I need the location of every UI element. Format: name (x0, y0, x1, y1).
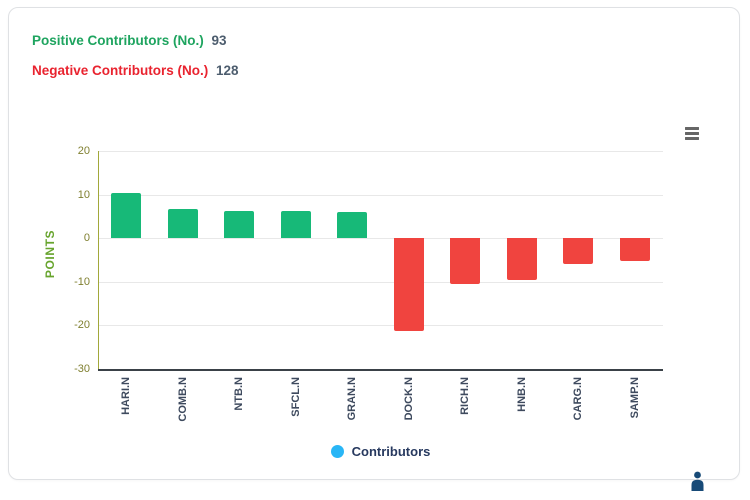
x-axis-label: HARI.N (120, 377, 133, 415)
x-axis-label-box: HARI.N (98, 377, 155, 437)
x-axis-label: SFCL.N (289, 377, 302, 417)
bar-GRAN.N[interactable] (337, 212, 368, 239)
positive-contributors-label: Positive Contributors (No.) (32, 33, 204, 48)
legend-item-contributors[interactable]: Contributors (98, 444, 663, 459)
x-axis-label: NTB.N (233, 377, 246, 411)
y-tick-label: -30 (74, 363, 90, 375)
bar-COMB.N[interactable] (167, 208, 198, 239)
bar-SAMP.N[interactable] (619, 238, 650, 262)
x-axis-label-box: DOCK.N (381, 377, 438, 437)
bar-CARG.N[interactable] (563, 238, 594, 264)
positive-contributors-value: 93 (211, 33, 227, 48)
y-axis-line (98, 151, 99, 370)
bar-NTB.N[interactable] (224, 210, 255, 239)
hamburger-menu-icon[interactable] (681, 123, 703, 143)
gridline (98, 238, 663, 240)
negative-contributors-line: Negative Contributors (No.) 128 (32, 63, 239, 78)
gridline (98, 325, 663, 327)
bar-DOCK.N[interactable] (393, 238, 424, 332)
x-axis-label-box: SFCL.N (268, 377, 325, 437)
x-axis-label: SAMP.N (628, 377, 641, 419)
menu-bar (685, 126, 699, 130)
bar-RICH.N[interactable] (450, 238, 481, 285)
negative-contributors-label: Negative Contributors (No.) (32, 63, 209, 78)
y-tick-label: -10 (74, 275, 90, 288)
legend-label: Contributors (351, 444, 431, 459)
y-tick-label: 0 (83, 232, 90, 245)
y-tick-label: 10 (77, 188, 90, 201)
x-axis-label: RICH.N (459, 377, 472, 415)
x-axis-label-box: HNB.N (494, 377, 551, 437)
negative-contributors-value: 128 (216, 63, 239, 78)
x-axis-label-box: COMB.N (155, 377, 212, 437)
plot-area: 20 10 0 -10 -20 -30 HARI.N COMB.N NTB.N SFCL.N GRA… (74, 145, 663, 422)
gridline (98, 151, 663, 152)
x-axis-label-box: RICH.N (437, 377, 494, 437)
x-axis-label: COMB.N (176, 377, 189, 422)
gridline (98, 281, 663, 283)
chart-card: Positive Contributors (No.) 93 Negative … (8, 7, 740, 480)
bar-HNB.N[interactable] (506, 238, 537, 281)
bar-HARI.N[interactable] (111, 192, 142, 239)
x-axis-label-box: CARG.N (550, 377, 607, 437)
bar-SFCL.N[interactable] (280, 210, 311, 239)
x-axis-label-box: NTB.N (211, 377, 268, 437)
menu-bar (685, 136, 699, 140)
x-axis-line (98, 369, 663, 371)
x-axis-label: HNB.N (515, 377, 528, 412)
x-axis-label: GRAN.N (346, 377, 359, 421)
x-axis-label: DOCK.N (402, 377, 415, 421)
x-axis-label: CARG.N (572, 377, 585, 421)
x-axis-label-box: GRAN.N (324, 377, 381, 437)
y-tick-label: -20 (74, 319, 90, 332)
legend-dot-icon (330, 445, 344, 458)
y-axis-title: POINTS (43, 229, 57, 279)
gridline (98, 194, 663, 196)
person-icon[interactable] (689, 471, 706, 500)
menu-bar (685, 131, 699, 135)
x-axis-label-box: SAMP.N (607, 377, 664, 437)
positive-contributors-line: Positive Contributors (No.) 93 (32, 33, 227, 48)
y-tick-label: 20 (77, 145, 90, 157)
